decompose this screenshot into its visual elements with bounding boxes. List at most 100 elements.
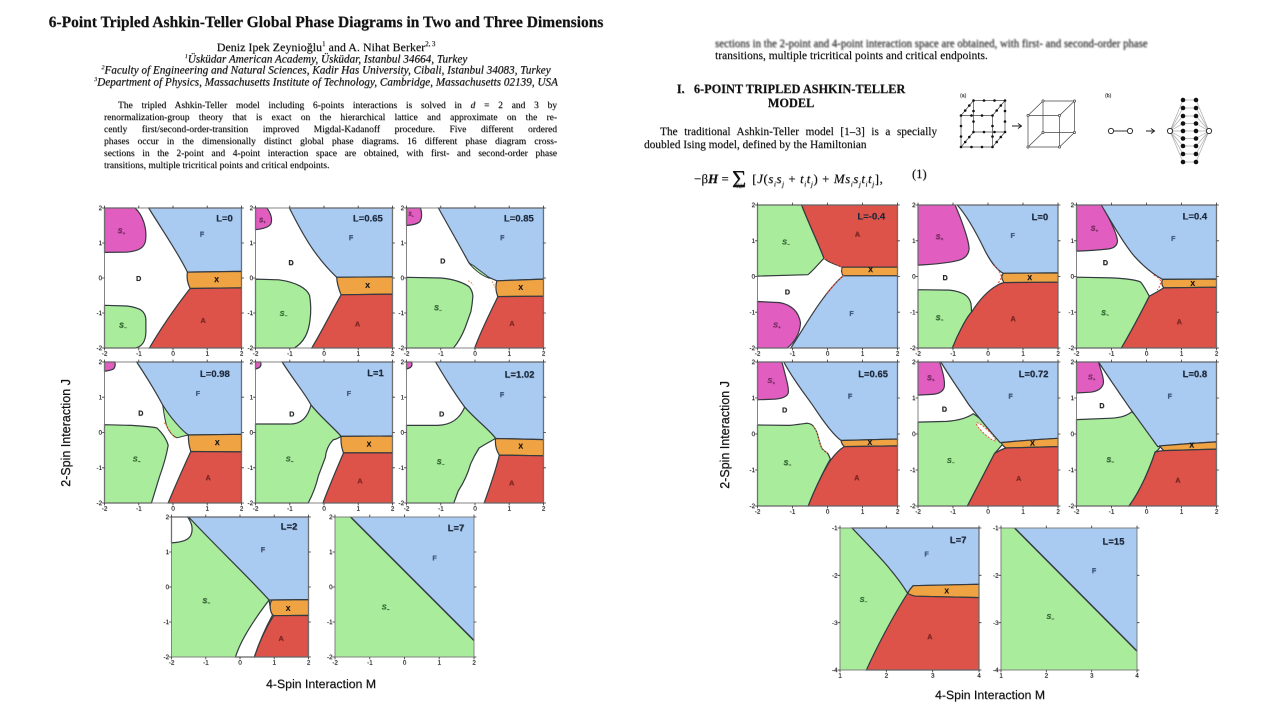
svg-text:D: D	[782, 405, 787, 414]
svg-text:-1: -1	[96, 310, 102, 317]
svg-text:-2: -2	[247, 345, 253, 352]
svg-text:0: 0	[249, 430, 253, 437]
svg-text:2: 2	[329, 514, 333, 521]
svg-text:D: D	[439, 409, 444, 418]
svg-text:2: 2	[240, 351, 244, 358]
svg-text:L=2: L=2	[281, 522, 298, 533]
svg-text:2: 2	[307, 660, 311, 667]
svg-text:1: 1	[912, 395, 916, 402]
svg-text:X: X	[944, 586, 949, 595]
svg-text:2: 2	[1215, 351, 1219, 358]
svg-text:2-Spin Interaction J: 2-Spin Interaction J	[718, 381, 732, 489]
svg-text:S−: S−	[133, 454, 141, 465]
svg-text:0: 0	[400, 430, 404, 437]
svg-text:2: 2	[249, 205, 253, 212]
svg-text:3: 3	[931, 673, 935, 680]
svg-text:L=7: L=7	[950, 535, 967, 546]
svg-text:X: X	[1027, 273, 1032, 282]
svg-text:0: 0	[171, 506, 175, 513]
svg-text:0: 0	[98, 275, 102, 282]
svg-text:S+: S+	[767, 376, 775, 387]
svg-text:-2: -2	[993, 573, 999, 580]
svg-text:-2: -2	[96, 345, 102, 352]
svg-text:-1: -1	[438, 351, 444, 358]
svg-text:2: 2	[1070, 359, 1074, 366]
svg-text:2: 2	[249, 359, 253, 366]
svg-text:L=0.65: L=0.65	[858, 369, 889, 380]
svg-text:S−: S−	[437, 457, 445, 468]
svg-text:-1: -1	[1109, 509, 1115, 516]
svg-text:0: 0	[238, 660, 242, 667]
svg-text:S+: S+	[773, 320, 781, 331]
svg-text:S−: S−	[860, 595, 868, 606]
svg-text:X: X	[1030, 439, 1035, 448]
svg-text:-2: -2	[398, 345, 404, 352]
svg-text:4: 4	[1135, 673, 1139, 680]
svg-text:-2: -2	[96, 500, 102, 507]
svg-text:F: F	[432, 553, 437, 562]
svg-text:0: 0	[826, 509, 830, 516]
svg-text:0: 0	[322, 506, 326, 513]
svg-text:-2: -2	[1068, 503, 1074, 510]
svg-text:-1: -1	[790, 509, 796, 516]
svg-text:0: 0	[912, 431, 916, 438]
svg-text:0: 0	[1070, 431, 1074, 438]
svg-text:2: 2	[98, 205, 102, 212]
svg-text:-2: -2	[247, 500, 253, 507]
svg-text:A: A	[854, 473, 859, 482]
svg-text:0: 0	[1145, 351, 1149, 358]
svg-text:1: 1	[999, 673, 1003, 680]
svg-text:S−: S−	[783, 458, 791, 469]
svg-text:1: 1	[165, 549, 169, 556]
svg-text:X: X	[215, 438, 220, 447]
svg-text:-2: -2	[404, 351, 410, 358]
svg-text:S−: S−	[382, 602, 390, 613]
svg-text:0: 0	[329, 584, 333, 591]
svg-text:-4: -4	[993, 667, 999, 674]
svg-text:1: 1	[838, 673, 842, 680]
svg-text:1: 1	[98, 394, 102, 401]
svg-text:L=15: L=15	[1102, 537, 1125, 548]
svg-text:1: 1	[356, 506, 360, 513]
svg-text:1: 1	[205, 351, 209, 358]
svg-text:0: 0	[403, 660, 407, 667]
svg-text:L=1.02: L=1.02	[505, 370, 535, 381]
svg-text:S+: S+	[259, 217, 266, 225]
svg-text:-4: -4	[832, 667, 838, 674]
svg-text:-3: -3	[832, 620, 838, 627]
svg-text:X: X	[867, 438, 872, 447]
svg-text:1: 1	[1021, 509, 1025, 516]
svg-text:F: F	[849, 309, 854, 318]
svg-text:-2: -2	[253, 351, 259, 358]
svg-text:-2: -2	[253, 506, 259, 513]
svg-text:L=0: L=0	[1031, 212, 1048, 223]
svg-text:S−: S−	[782, 237, 790, 248]
svg-text:0: 0	[751, 431, 755, 438]
svg-text:-2: -2	[1068, 345, 1074, 352]
svg-text:0: 0	[826, 351, 830, 358]
svg-text:F: F	[924, 549, 929, 558]
svg-text:1: 1	[1180, 509, 1184, 516]
svg-text:0: 0	[1070, 274, 1074, 281]
svg-text:0: 0	[98, 430, 102, 437]
svg-text:-1: -1	[993, 525, 999, 532]
svg-text:S−: S−	[1101, 308, 1109, 319]
svg-text:A: A	[1177, 317, 1182, 326]
svg-text:-2: -2	[169, 660, 175, 667]
svg-text:F: F	[261, 545, 266, 554]
svg-text:(a): (a)	[960, 93, 966, 99]
svg-text:2: 2	[98, 359, 102, 366]
svg-text:S−: S−	[434, 303, 442, 314]
svg-text:4-Spin Interaction M: 4-Spin Interaction M	[935, 688, 1045, 702]
svg-text:F: F	[347, 389, 352, 398]
svg-text:-2: -2	[755, 351, 761, 358]
svg-text:-1: -1	[247, 310, 253, 317]
svg-text:L=-0.4: L=-0.4	[857, 211, 885, 222]
svg-text:L=0.65: L=0.65	[353, 213, 384, 224]
svg-text:-1: -1	[910, 467, 916, 474]
svg-text:-2: -2	[102, 351, 108, 358]
svg-text:A: A	[357, 476, 362, 485]
svg-text:-2: -2	[1074, 509, 1080, 516]
svg-text:0: 0	[751, 274, 755, 281]
svg-text:1: 1	[356, 351, 360, 358]
